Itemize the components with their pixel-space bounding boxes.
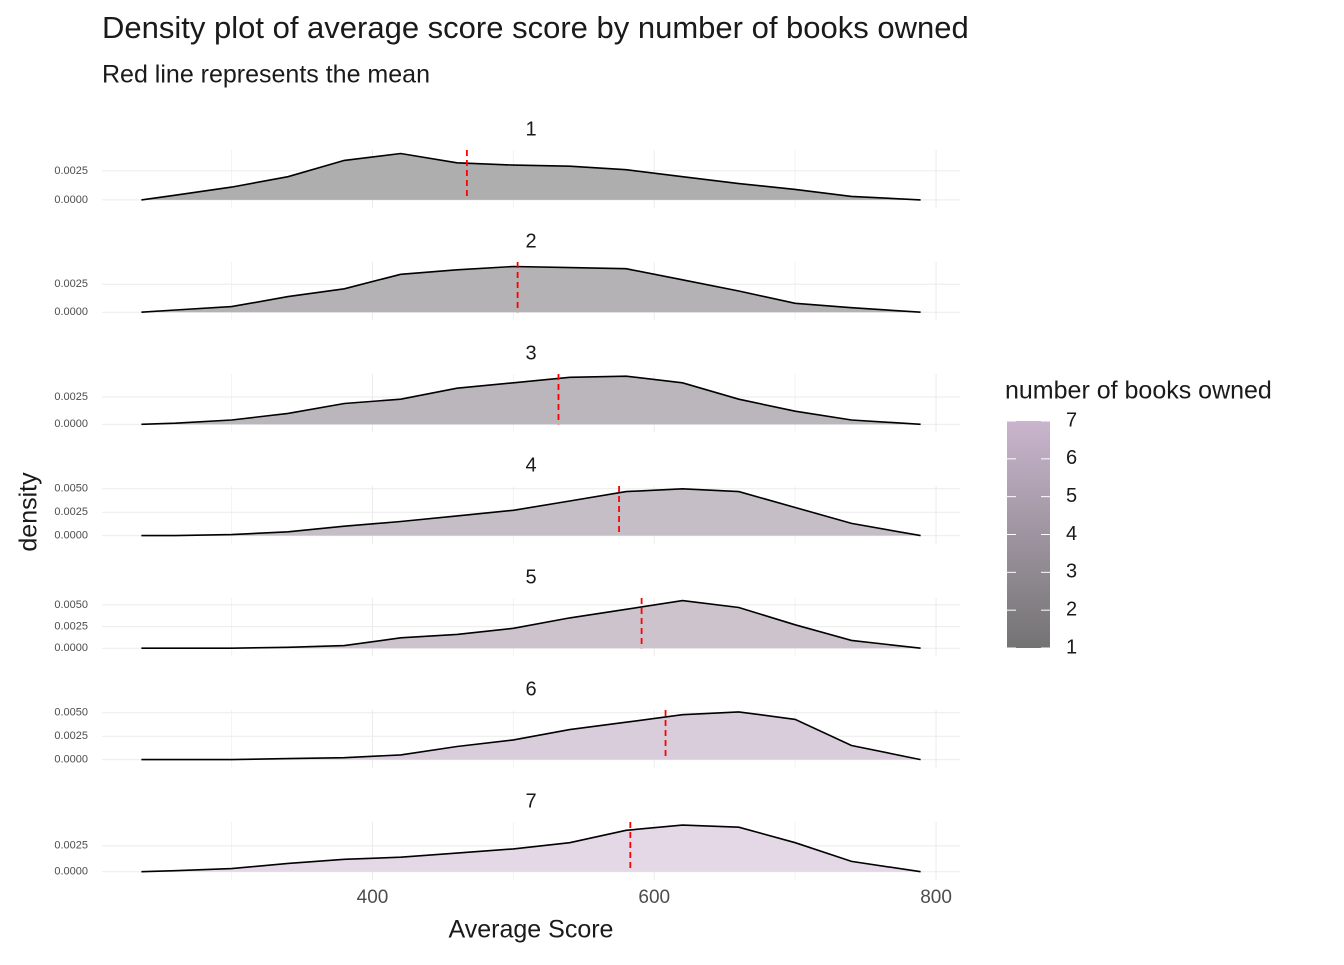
density-area — [141, 266, 921, 313]
facet-label: 3 — [525, 342, 536, 364]
legend-label: 3 — [1066, 561, 1077, 583]
y-tick-label: 0.0000 — [54, 306, 88, 318]
y-tick-label: 0.0000 — [54, 194, 88, 206]
density-area — [141, 711, 921, 760]
density-area — [141, 825, 921, 872]
y-tick-label: 0.0025 — [54, 165, 88, 177]
density-area — [141, 153, 921, 200]
legend-label: 2 — [1066, 598, 1077, 620]
y-tick-label: 0.0000 — [54, 529, 88, 541]
density-line — [141, 487, 921, 537]
facet-label: 5 — [525, 566, 536, 588]
facet-label: 1 — [525, 118, 536, 140]
density-line — [141, 599, 921, 649]
facet-label: 4 — [525, 454, 536, 476]
density-line — [141, 711, 921, 761]
y-tick-label: 0.0025 — [54, 391, 88, 403]
y-tick-label: 0.0000 — [54, 418, 88, 430]
density-area — [141, 376, 921, 425]
legend-label: 1 — [1066, 636, 1077, 658]
legend-label: 5 — [1066, 485, 1077, 507]
density-line — [141, 375, 921, 426]
y-tick-label: 0.0000 — [54, 642, 88, 654]
x-tick-label: 600 — [638, 887, 670, 908]
facet-label: 7 — [525, 790, 536, 812]
density-area — [141, 488, 921, 536]
y-axis-label: density — [15, 472, 43, 552]
x-tick-label: 800 — [920, 887, 952, 908]
density-line — [141, 152, 921, 201]
y-tick-label: 0.0000 — [54, 753, 88, 765]
density-line — [141, 824, 921, 873]
y-tick-label: 0.0000 — [54, 866, 88, 878]
legend-label: 4 — [1066, 523, 1077, 545]
density-line — [141, 265, 921, 313]
y-tick-label: 0.0025 — [54, 506, 88, 518]
chart-title: Density plot of average score score by n… — [102, 10, 969, 45]
legend-label: 7 — [1066, 409, 1077, 431]
y-tick-label: 0.0025 — [54, 840, 88, 852]
y-tick-label: 0.0050 — [54, 599, 88, 611]
x-tick-label: 400 — [357, 887, 389, 908]
legend-label: 6 — [1066, 447, 1077, 469]
x-axis-label: Average Score — [449, 916, 614, 944]
facet-label: 6 — [525, 678, 536, 700]
facet-label: 2 — [525, 230, 536, 252]
y-tick-label: 0.0050 — [54, 483, 88, 495]
y-tick-label: 0.0025 — [54, 278, 88, 290]
legend-title: number of books owned — [1005, 377, 1272, 405]
y-tick-label: 0.0050 — [54, 707, 88, 719]
chart-subtitle: Red line represents the mean — [102, 61, 430, 89]
density-area — [141, 600, 921, 649]
y-tick-label: 0.0025 — [54, 620, 88, 632]
y-tick-label: 0.0025 — [54, 730, 88, 742]
